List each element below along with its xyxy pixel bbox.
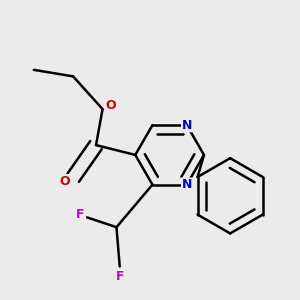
Text: O: O <box>60 175 70 188</box>
Text: N: N <box>182 119 192 132</box>
Text: F: F <box>76 208 85 220</box>
Text: O: O <box>105 99 116 112</box>
Text: N: N <box>182 178 192 191</box>
Text: F: F <box>116 270 124 283</box>
